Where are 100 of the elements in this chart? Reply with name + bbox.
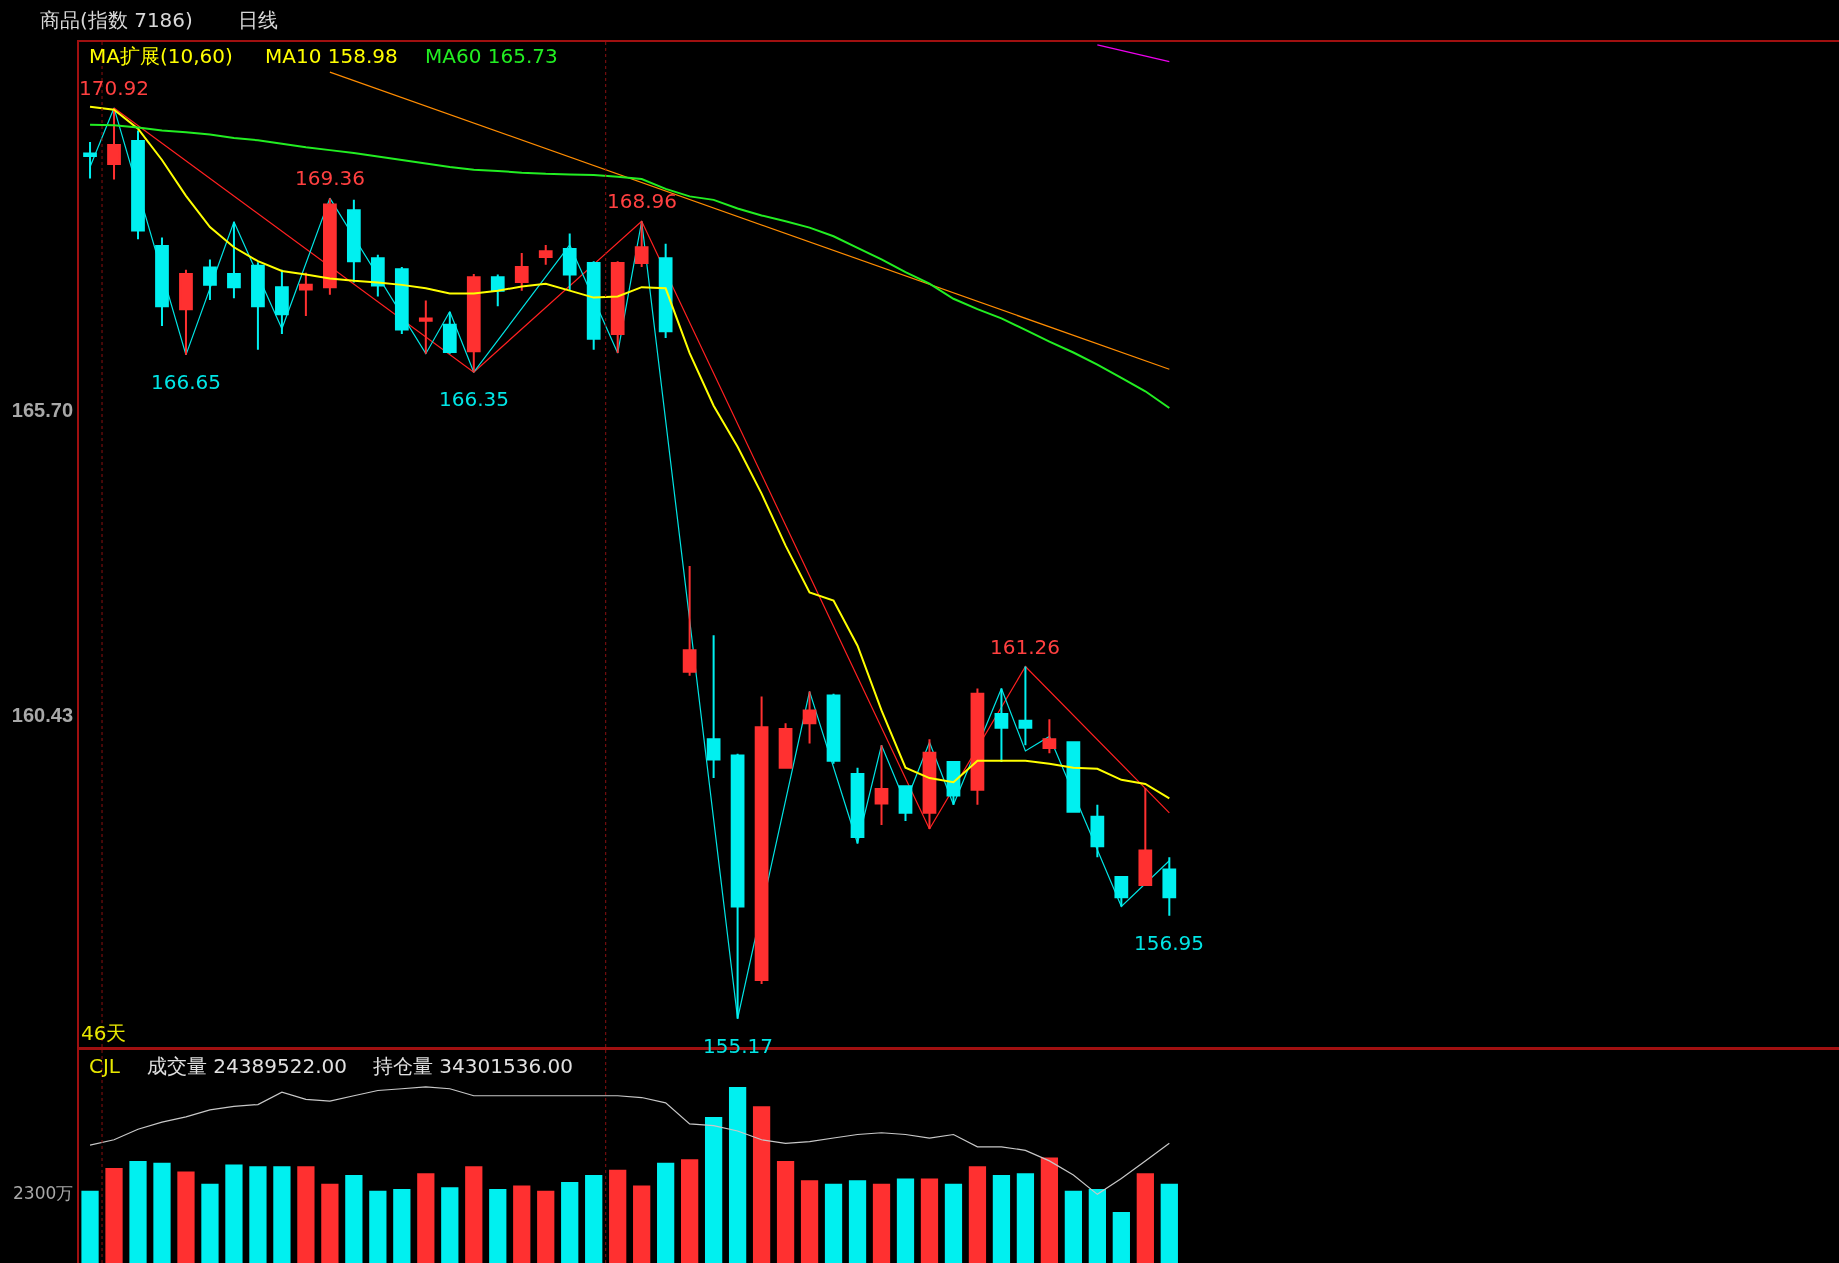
annotation: 156.95 bbox=[1134, 931, 1204, 955]
candlestick bbox=[778, 722, 793, 769]
candlestick bbox=[131, 129, 145, 241]
candlestick bbox=[970, 687, 985, 806]
bar bbox=[273, 1166, 291, 1263]
candlestick bbox=[634, 220, 649, 268]
candlestick bbox=[682, 564, 697, 677]
candlestick bbox=[754, 695, 769, 985]
candlestick bbox=[658, 242, 673, 340]
bar bbox=[992, 1174, 1011, 1263]
annotation: 169.36 bbox=[295, 166, 365, 190]
bar bbox=[872, 1183, 891, 1263]
candlestick bbox=[1042, 718, 1057, 755]
candlestick bbox=[442, 311, 457, 355]
bar bbox=[1040, 1157, 1059, 1263]
y-tick-label: 165.70 bbox=[11, 398, 73, 421]
candlestick bbox=[994, 687, 1009, 763]
candlestick bbox=[610, 260, 625, 355]
bar bbox=[633, 1185, 651, 1263]
bar bbox=[393, 1189, 411, 1263]
bar bbox=[249, 1166, 267, 1263]
candlestick bbox=[514, 252, 529, 292]
text: 持仓量 34301536.00 bbox=[373, 1054, 573, 1078]
bar bbox=[944, 1183, 963, 1263]
candlestick bbox=[227, 220, 241, 300]
bar bbox=[441, 1187, 459, 1263]
candlestick bbox=[850, 766, 865, 845]
candlestick bbox=[1114, 875, 1129, 908]
bar bbox=[848, 1180, 867, 1263]
bar bbox=[465, 1166, 483, 1263]
candlestick bbox=[179, 268, 193, 356]
bar bbox=[1112, 1211, 1130, 1263]
candlestick bbox=[1138, 786, 1153, 887]
bar bbox=[681, 1159, 699, 1263]
bar bbox=[824, 1183, 843, 1263]
bar bbox=[297, 1166, 315, 1263]
bar bbox=[609, 1169, 627, 1263]
candlestick bbox=[1018, 665, 1033, 747]
bar bbox=[321, 1183, 339, 1263]
bar bbox=[1016, 1173, 1035, 1263]
text: CJL bbox=[89, 1054, 121, 1078]
bar bbox=[800, 1180, 819, 1263]
candlestick bbox=[394, 265, 409, 336]
annotation: 166.65 bbox=[151, 370, 221, 394]
bar bbox=[417, 1173, 435, 1263]
bar bbox=[657, 1162, 675, 1263]
bar bbox=[225, 1164, 243, 1263]
bar bbox=[129, 1160, 147, 1263]
bar bbox=[369, 1190, 387, 1263]
text: MA60 165.73 bbox=[425, 44, 558, 68]
text: MA10 158.98 bbox=[265, 44, 398, 68]
candlestick bbox=[586, 260, 601, 351]
annotation: 161.26 bbox=[990, 635, 1060, 659]
bar bbox=[1136, 1173, 1154, 1263]
candlestick bbox=[370, 253, 385, 298]
bar bbox=[153, 1162, 171, 1263]
bar bbox=[896, 1178, 915, 1263]
bar bbox=[345, 1174, 363, 1263]
candlestick bbox=[1066, 741, 1081, 814]
text: 2300万 bbox=[13, 1183, 74, 1203]
candlestick bbox=[1090, 803, 1105, 859]
candlestick bbox=[155, 236, 169, 327]
candlestick bbox=[418, 299, 433, 355]
chart-title: 商品(指数 7186) bbox=[40, 8, 193, 32]
candlestick bbox=[490, 273, 505, 308]
candlestick bbox=[874, 744, 889, 826]
bar bbox=[489, 1189, 507, 1263]
bar bbox=[1088, 1189, 1106, 1263]
bar bbox=[704, 1116, 723, 1263]
annotation: 166.35 bbox=[439, 387, 509, 411]
bar bbox=[968, 1166, 987, 1263]
bar bbox=[585, 1174, 603, 1263]
bar bbox=[920, 1178, 939, 1263]
candlestick bbox=[538, 243, 553, 266]
annotation: 46天 bbox=[81, 1021, 127, 1045]
bar bbox=[105, 1167, 123, 1263]
chart-subtitle: 日线 bbox=[238, 8, 278, 32]
candlestick bbox=[802, 690, 817, 745]
candlestick bbox=[203, 258, 217, 301]
candlestick bbox=[466, 272, 481, 374]
legend-title: MA扩展(10,60) bbox=[89, 44, 233, 68]
bar bbox=[776, 1160, 795, 1263]
candlestick bbox=[922, 738, 937, 830]
bar bbox=[752, 1106, 771, 1263]
text: 成交量 24389522.00 bbox=[147, 1054, 347, 1078]
bar bbox=[537, 1190, 555, 1263]
bar bbox=[561, 1182, 579, 1263]
candlestick bbox=[898, 784, 913, 822]
line-series bbox=[89, 123, 1171, 410]
bar bbox=[728, 1086, 747, 1263]
annotation: 170.92 bbox=[79, 76, 149, 100]
candlestick bbox=[323, 197, 337, 296]
candlestick bbox=[706, 634, 721, 780]
bar bbox=[81, 1190, 99, 1263]
y-tick-label: 160.43 bbox=[11, 703, 73, 726]
annotation: 168.96 bbox=[607, 189, 677, 213]
bar bbox=[1160, 1183, 1178, 1263]
candlestick bbox=[251, 261, 265, 351]
bar bbox=[201, 1183, 219, 1263]
candlestick bbox=[826, 692, 841, 765]
